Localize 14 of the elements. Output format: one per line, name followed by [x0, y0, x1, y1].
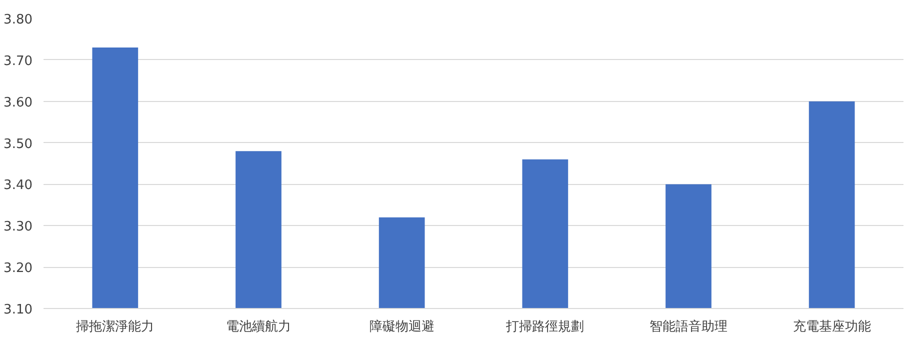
x-tick-label: 充電基座功能 [792, 318, 871, 334]
y-tick-label: 3.50 [4, 136, 33, 152]
x-tick-label: 障礙物迴避 [369, 320, 434, 334]
y-tick-label: 3.60 [4, 95, 33, 110]
y-tick-label: 3.30 [4, 220, 33, 235]
y-tick-label: 3.10 [4, 302, 33, 318]
x-tick-label: 掃拖潔淨能力 [76, 320, 154, 334]
x-tick-label: 打掃路徑規劃 [505, 320, 584, 334]
x-tick-label: 智能語音助理 [650, 320, 728, 334]
y-tick-label: 3.20 [4, 261, 33, 276]
x-tick-label: 電池續航力 [226, 320, 291, 334]
y-tick-label: 3.80 [4, 12, 33, 28]
y-tick-label: 3.40 [4, 178, 33, 194]
y-tick-label: 3.70 [4, 54, 33, 69]
